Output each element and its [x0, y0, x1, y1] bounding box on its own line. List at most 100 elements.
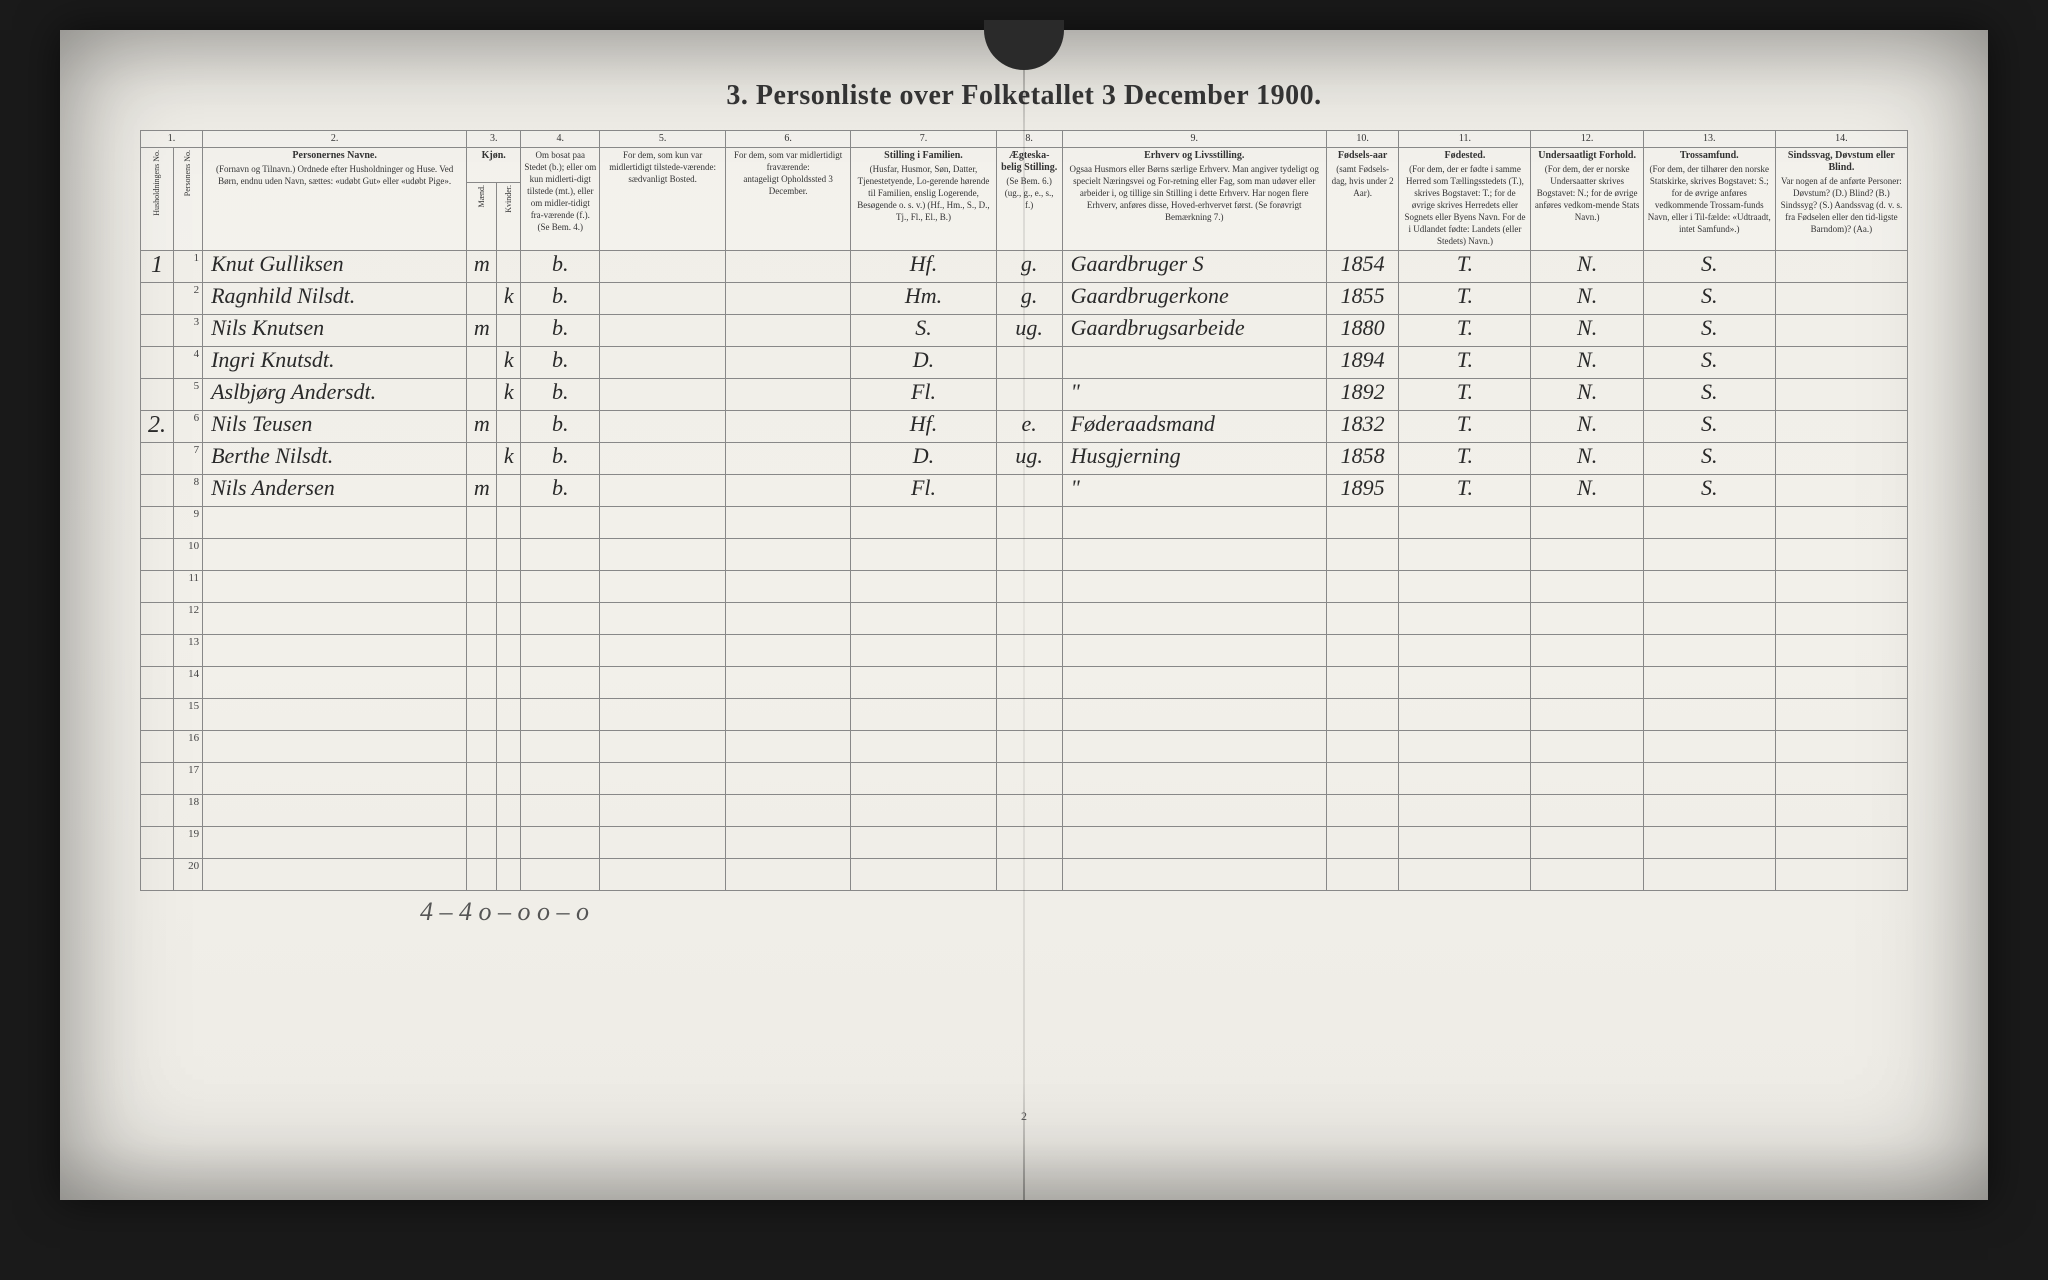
cell-occupation: [1062, 347, 1326, 379]
cell-blank: [1643, 667, 1775, 699]
cell-person-no: 16: [174, 731, 203, 763]
cell-birth-year: 1895: [1326, 475, 1399, 507]
cell-person-no: 2: [174, 283, 203, 315]
cell-blank: [1643, 795, 1775, 827]
cell-blank: [497, 795, 521, 827]
cell-blank: [1062, 539, 1326, 571]
cell-name: Nils Andersen: [203, 475, 467, 507]
cell-marital: [996, 379, 1062, 411]
cell-blank: [521, 635, 600, 667]
cell-blank: [521, 539, 600, 571]
cell-blank: [996, 699, 1062, 731]
header-names: Personernes Navne. (Fornavn og Tilnavn.)…: [203, 148, 467, 251]
cell-blank: [1062, 827, 1326, 859]
page-fold: [1023, 30, 1025, 1200]
cell-disability: [1775, 475, 1907, 507]
cell-blank: [1326, 603, 1399, 635]
header-residence: Om bosat paa Stedet (b.); eller om kun m…: [521, 148, 600, 251]
cell-religion: S.: [1643, 251, 1775, 283]
binding-notch: [984, 20, 1064, 70]
cell-blank: [725, 571, 850, 603]
cell-blank: [203, 539, 467, 571]
cell-blank: [600, 635, 725, 667]
header-temp-present: For dem, som kun var midlertidigt tilste…: [600, 148, 725, 251]
cell-blank: [1062, 731, 1326, 763]
header-marital: Ægteska-belig Stilling. (Se Bem. 6.) (ug…: [996, 148, 1062, 251]
cell-blank: [1531, 603, 1643, 635]
cell-blank: [203, 571, 467, 603]
cell-person-no: 18: [174, 795, 203, 827]
cell-disability: [1775, 315, 1907, 347]
cell-temp-present: [600, 347, 725, 379]
cell-occupation: Føderaadsmand: [1062, 411, 1326, 443]
cell-blank: [1326, 571, 1399, 603]
cell-blank: [1399, 731, 1531, 763]
cell-occupation: Gaardbrugerkone: [1062, 283, 1326, 315]
cell-blank: [1775, 603, 1907, 635]
cell-blank: [497, 667, 521, 699]
cell-blank: [1775, 571, 1907, 603]
cell-blank: [141, 763, 174, 795]
cell-blank: [600, 539, 725, 571]
cell-blank: [851, 539, 996, 571]
cell-blank: [141, 507, 174, 539]
cell-household: 1: [141, 251, 174, 283]
cell-blank: [1062, 667, 1326, 699]
cell-religion: S.: [1643, 315, 1775, 347]
colnum-14: 14.: [1775, 131, 1907, 148]
cell-blank: [600, 603, 725, 635]
cell-blank: [1326, 667, 1399, 699]
cell-blank: [1531, 827, 1643, 859]
cell-blank: [725, 827, 850, 859]
cell-residence: b.: [521, 411, 600, 443]
cell-blank: [1775, 507, 1907, 539]
colnum-3: 3.: [467, 131, 521, 148]
cell-birth-year: 1880: [1326, 315, 1399, 347]
cell-religion: S.: [1643, 283, 1775, 315]
cell-blank: [141, 635, 174, 667]
cell-person-no: 15: [174, 699, 203, 731]
cell-blank: [996, 507, 1062, 539]
cell-nationality: N.: [1531, 251, 1643, 283]
cell-name: Ragnhild Nilsdt.: [203, 283, 467, 315]
cell-family-position: Hf.: [851, 411, 996, 443]
cell-blank: [1531, 699, 1643, 731]
cell-religion: S.: [1643, 443, 1775, 475]
cell-person-no: 13: [174, 635, 203, 667]
cell-household: 2.: [141, 411, 174, 443]
colnum-13: 13.: [1643, 131, 1775, 148]
cell-blank: [521, 763, 600, 795]
cell-blank: [1531, 763, 1643, 795]
cell-birthplace: T.: [1399, 379, 1531, 411]
cell-temp-absent: [725, 315, 850, 347]
cell-blank: [1399, 699, 1531, 731]
cell-household: [141, 443, 174, 475]
cell-blank: [996, 731, 1062, 763]
cell-blank: [851, 571, 996, 603]
header-sex: Kjøn.: [467, 148, 521, 183]
cell-person-no: 19: [174, 827, 203, 859]
cell-blank: [497, 827, 521, 859]
cell-household: [141, 315, 174, 347]
cell-disability: [1775, 347, 1907, 379]
cell-blank: [1775, 667, 1907, 699]
cell-marital: g.: [996, 251, 1062, 283]
cell-blank: [1531, 571, 1643, 603]
cell-temp-absent: [725, 411, 850, 443]
cell-birth-year: 1858: [1326, 443, 1399, 475]
header-household-no: Husholdningens No.: [141, 148, 174, 251]
cell-family-position: Hf.: [851, 251, 996, 283]
cell-blank: [1062, 699, 1326, 731]
cell-blank: [521, 603, 600, 635]
cell-blank: [497, 507, 521, 539]
cell-blank: [725, 795, 850, 827]
cell-blank: [725, 603, 850, 635]
cell-religion: S.: [1643, 379, 1775, 411]
cell-blank: [600, 763, 725, 795]
cell-blank: [600, 699, 725, 731]
cell-birth-year: 1854: [1326, 251, 1399, 283]
cell-nationality: N.: [1531, 379, 1643, 411]
cell-blank: [467, 667, 497, 699]
cell-blank: [521, 795, 600, 827]
cell-blank: [1326, 763, 1399, 795]
